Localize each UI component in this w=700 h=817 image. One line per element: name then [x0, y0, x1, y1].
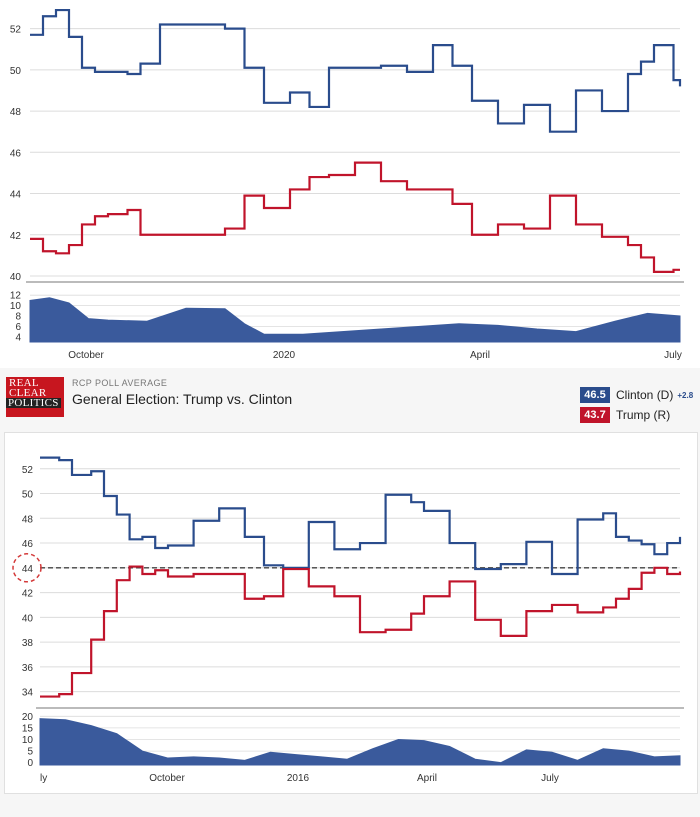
- sub-y-tick-label: 12: [10, 291, 22, 302]
- y-tick-label: 48: [22, 514, 34, 525]
- y-tick-label: 46: [22, 539, 34, 550]
- y-tick-label: 42: [10, 231, 22, 242]
- legend-clinton-spread: +2.8: [677, 390, 694, 400]
- series-line-red: [40, 565, 682, 698]
- x-tick-label: ly: [40, 773, 47, 784]
- x-tick-label: April: [417, 773, 437, 784]
- legend: 46.5 Clinton (D) +2.8 43.7 Trump (R): [580, 385, 695, 425]
- sub-y-tick-label: 10: [10, 301, 22, 312]
- chart-subtitle: RCP POLL AVERAGE: [72, 378, 168, 388]
- legend-clinton-label: Clinton (D): [616, 388, 674, 402]
- x-tick-label: July: [541, 773, 559, 784]
- chart-title: General Election: Trump vs. Clinton: [72, 391, 293, 407]
- x-tick-label: April: [470, 350, 490, 361]
- sub-y-tick-label: 5: [27, 747, 33, 758]
- legend-trump: 43.7 Trump (R): [580, 405, 695, 425]
- y-tick-label: 48: [10, 107, 22, 118]
- series-line-blue: [30, 8, 682, 133]
- legend-trump-value: 43.7: [580, 407, 610, 423]
- y-tick-label: 44: [10, 190, 22, 201]
- sub-y-tick-label: 10: [22, 735, 34, 746]
- y-tick-label: 36: [22, 663, 34, 674]
- legend-clinton: 46.5 Clinton (D) +2.8: [580, 385, 695, 405]
- series-line-blue: [40, 456, 682, 576]
- spread-area: [39, 718, 681, 766]
- y-tick-label: 42: [22, 589, 34, 600]
- sub-y-tick-label: 4: [15, 332, 21, 343]
- y-tick-label: 40: [22, 613, 34, 624]
- rcp-logo: REAL CLEAR POLITICS: [6, 377, 64, 417]
- x-tick-label: October: [68, 350, 104, 361]
- y-tick-label: 46: [10, 148, 22, 159]
- sub-y-tick-label: 6: [15, 322, 21, 333]
- x-tick-label: 2016: [287, 773, 310, 784]
- x-tick-label: 2020: [273, 350, 296, 361]
- series-line-red: [30, 161, 680, 273]
- y-tick-label: 50: [22, 490, 34, 501]
- sub-y-tick-label: 8: [15, 312, 21, 323]
- y-tick-label: 44: [22, 564, 34, 575]
- legend-trump-label: Trump (R): [616, 408, 671, 422]
- reference-highlight-circle: [12, 553, 42, 583]
- y-tick-label: 52: [10, 25, 22, 36]
- y-tick-label: 40: [10, 272, 22, 283]
- y-tick-label: 52: [22, 465, 34, 476]
- x-tick-label: October: [149, 773, 185, 784]
- y-tick-label: 50: [10, 66, 22, 77]
- x-tick-label: July: [664, 350, 682, 361]
- sub-y-tick-label: 15: [22, 723, 34, 734]
- legend-clinton-value: 46.5: [580, 387, 610, 403]
- sub-y-tick-label: 20: [22, 712, 34, 723]
- y-tick-label: 34: [22, 688, 34, 699]
- y-tick-label: 38: [22, 638, 34, 649]
- sub-y-tick-label: 0: [27, 758, 33, 769]
- spread-area: [29, 297, 681, 343]
